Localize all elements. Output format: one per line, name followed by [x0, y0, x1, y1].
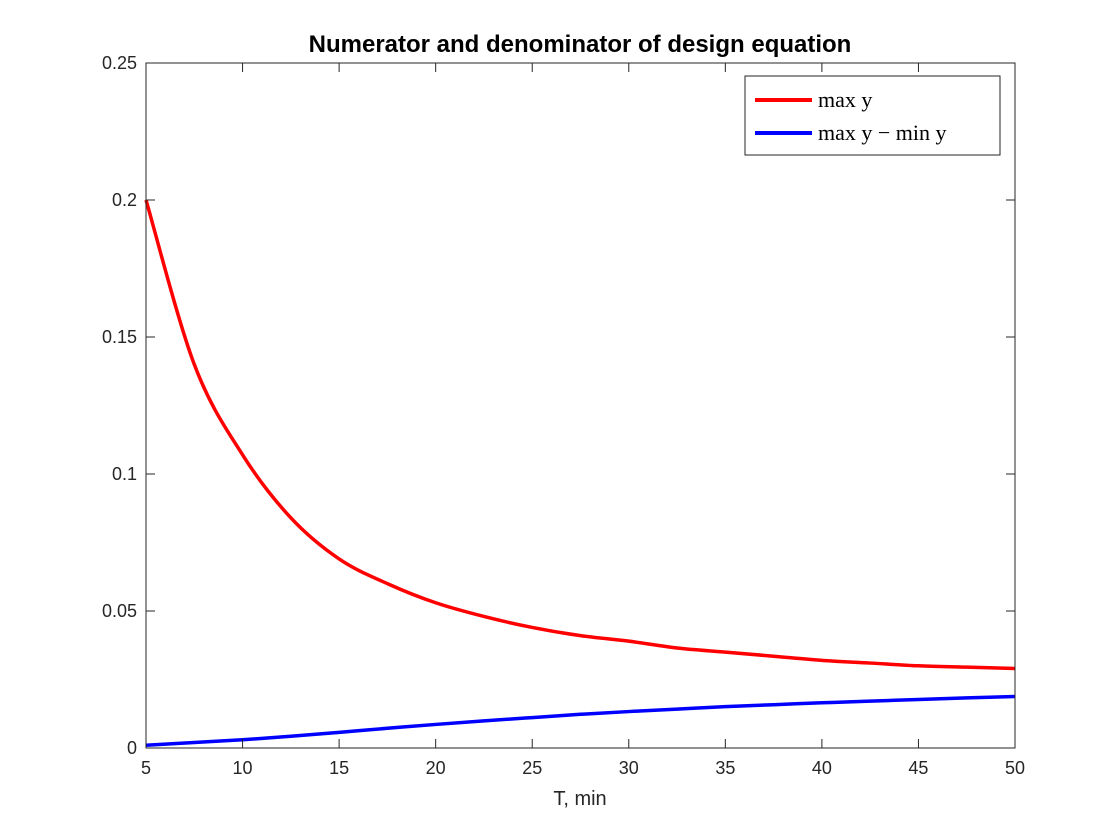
chart-title: Numerator and denominator of design equa… — [309, 31, 852, 58]
legend: max y max y − min y — [744, 75, 1001, 156]
x-tick-label: 30 — [619, 758, 639, 778]
x-tick-label: 35 — [715, 758, 735, 778]
x-tick-label: 10 — [233, 758, 253, 778]
series-line-0 — [144, 199, 1016, 671]
legend-entry-max-y: max y — [818, 87, 872, 112]
x-tick-label: 5 — [141, 758, 151, 778]
x-axis: 5 10 15 20 25 30 35 40 45 50 — [141, 63, 1025, 778]
plot-area — [146, 63, 1015, 748]
x-tick-label: 45 — [908, 758, 928, 778]
x-tick-label: 40 — [812, 758, 832, 778]
x-tick-label: 20 — [426, 758, 446, 778]
y-tick-label: 0.2 — [112, 190, 137, 210]
plot-frame — [145, 62, 1016, 749]
y-axis: 0 0.05 0.1 0.15 0.2 0.25 — [102, 53, 1015, 758]
x-tick-label: 15 — [329, 758, 349, 778]
y-tick-label: 0 — [127, 738, 137, 758]
series-line-1 — [145, 694, 1016, 748]
x-tick-label: 50 — [1005, 758, 1025, 778]
y-tick-label: 0.15 — [102, 327, 137, 347]
series-layer — [144, 199, 1016, 748]
x-tick-label: 25 — [522, 758, 542, 778]
legend-entry-range-y: max y − min y — [818, 120, 947, 145]
y-tick-label: 0.25 — [102, 53, 137, 73]
legend-box — [744, 75, 1001, 156]
y-tick-label: 0.05 — [102, 601, 137, 621]
x-axis-label: T, min — [553, 788, 606, 810]
y-tick-label: 0.1 — [112, 464, 137, 484]
